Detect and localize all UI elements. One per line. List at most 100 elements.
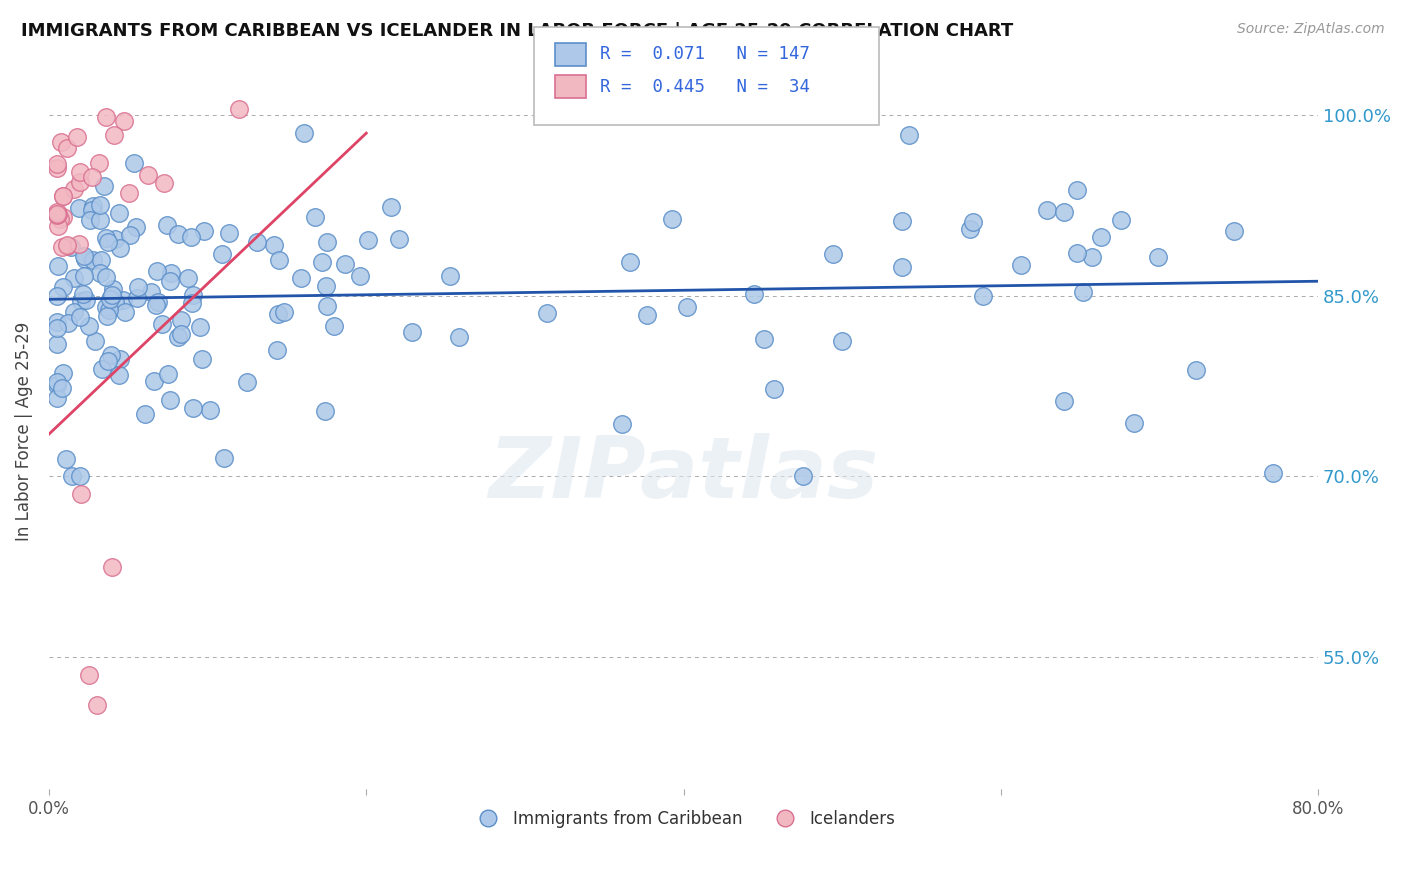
Point [170,313,193,327]
Y-axis label: In Labor Force | Age 25-29: In Labor Force | Age 25-29 [15,321,32,541]
Point [333,257,356,271]
Point [447,330,470,344]
Point [98,292,121,306]
Point [125,292,148,306]
Point [77,668,100,682]
Point [214,450,236,465]
Point [89,156,111,170]
Point [46,219,69,233]
Point [831,334,853,348]
Point [96,309,118,323]
Point [762,382,785,396]
Point [45,208,67,222]
Point [93,179,115,194]
Point [315,235,337,249]
Point [90,252,112,267]
Point [56,316,79,330]
Point [323,318,346,333]
Point [246,235,269,250]
Point [315,279,337,293]
Point [45,321,67,335]
Text: R =  0.071   N = 147: R = 0.071 N = 147 [600,45,810,63]
Point [83,334,105,348]
Point [177,271,200,285]
Point [292,126,315,140]
Point [45,375,67,389]
Point [266,343,288,357]
Point [1066,246,1088,260]
Point [153,176,176,190]
Point [536,306,558,320]
Point [145,298,167,312]
Point [89,266,111,280]
Point [180,230,202,244]
Point [972,289,994,303]
Point [101,559,124,574]
Text: R =  0.445   N =  34: R = 0.445 N = 34 [600,78,810,95]
Point [67,237,90,252]
Point [357,234,380,248]
Point [959,222,981,236]
Point [170,326,193,341]
Point [792,469,814,483]
Point [45,391,67,405]
Point [90,361,112,376]
Point [103,282,125,296]
Point [267,253,290,268]
Point [49,136,72,150]
Point [962,214,984,228]
Point [104,232,127,246]
Legend: Immigrants from Caribbean, Icelanders: Immigrants from Caribbean, Icelanders [465,804,903,835]
Point [103,128,125,143]
Point [191,352,214,367]
Point [108,368,131,383]
Point [125,219,148,234]
Point [752,332,775,346]
Point [1035,203,1057,218]
Point [75,293,97,307]
Point [117,186,139,200]
Point [821,247,844,261]
Point [55,238,77,252]
Point [676,300,699,314]
Point [56,141,79,155]
Point [94,111,117,125]
Point [1223,224,1246,238]
Point [304,210,326,224]
Point [97,354,120,368]
Point [82,252,104,267]
Point [150,317,173,331]
Point [211,246,233,260]
Point [45,207,67,221]
Point [118,228,141,243]
Point [401,326,423,340]
Point [59,239,82,253]
Point [79,213,101,227]
Point [127,280,149,294]
Point [890,214,912,228]
Point [56,238,79,252]
Point [742,287,765,301]
Point [52,189,75,203]
Point [263,238,285,252]
Point [82,170,104,185]
Point [380,200,402,214]
Point [97,235,120,249]
Text: Source: ZipAtlas.com: Source: ZipAtlas.com [1237,22,1385,37]
Point [124,155,146,169]
Point [160,266,183,280]
Point [49,212,72,227]
Point [51,381,73,395]
Point [45,378,67,392]
Point [96,300,118,314]
Point [45,157,67,171]
Point [98,302,121,317]
Point [218,227,240,241]
Point [439,269,461,284]
Point [104,294,127,309]
Point [69,176,91,190]
Point [46,260,69,274]
Point [45,161,67,175]
Point [72,287,94,301]
Point [112,114,135,128]
